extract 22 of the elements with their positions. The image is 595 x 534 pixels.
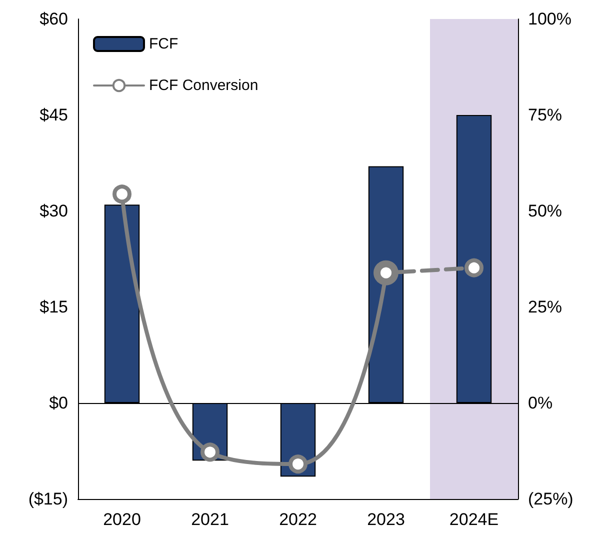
y2-tick-label: (25%) [528, 490, 574, 508]
point [200, 442, 220, 462]
x-tick-label: 2023 [367, 510, 405, 529]
y2-tick-label: 75% [528, 106, 562, 124]
x-tick-label: 2024E [449, 510, 499, 529]
x-tick-label: 2020 [103, 510, 141, 529]
point [288, 454, 308, 474]
y-tick-label: $15 [40, 298, 68, 316]
y-tick-label: $0 [49, 394, 68, 412]
legend-label: FCF Conversion [149, 77, 258, 94]
y-tick-label: $60 [40, 10, 68, 28]
y2-tick-label: 100% [528, 10, 572, 28]
y-tick-label: $30 [40, 202, 68, 220]
legend-label: FCF [149, 36, 178, 52]
x-tick-label: 2021 [191, 510, 229, 529]
y2-tick-label: 50% [528, 202, 562, 220]
y2-tick-label: 0% [528, 394, 553, 412]
x-tick-label: 2022 [279, 510, 317, 529]
y-tick-label: ($15) [28, 490, 68, 508]
y2-tick-label: 25% [528, 298, 562, 316]
point [112, 184, 132, 204]
y-tick-label: $45 [40, 106, 68, 124]
